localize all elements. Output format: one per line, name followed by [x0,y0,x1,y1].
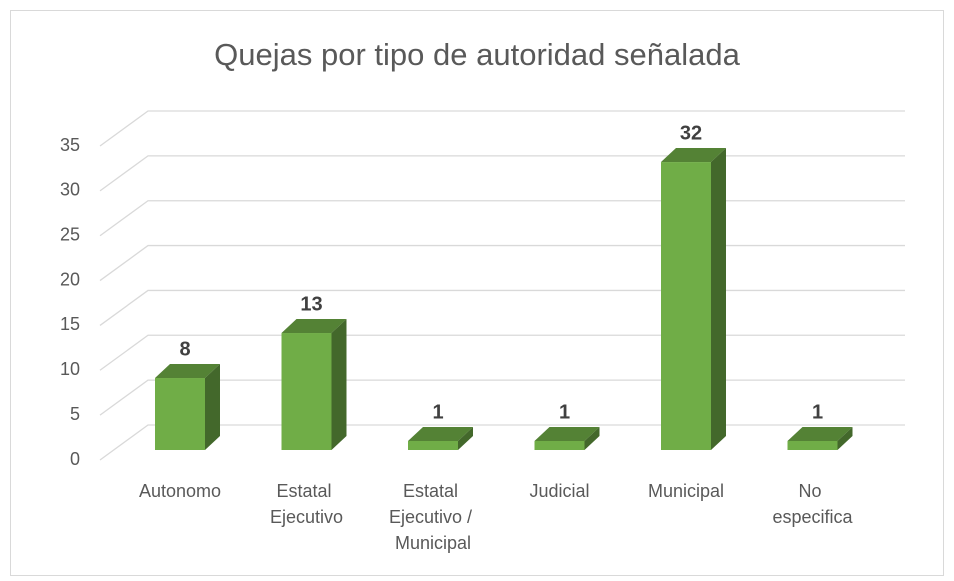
y-tick-label: 5 [70,404,80,424]
data-label: 13 [300,293,322,315]
bar-side [205,364,220,450]
grid-line [99,379,905,416]
bar-side [331,319,347,450]
bar-side [711,148,726,450]
y-tick-label: 35 [60,135,80,155]
x-tick-label: Judicial [529,481,589,501]
bar-top [534,427,600,442]
bar-top [281,319,347,334]
data-label: 1 [432,401,443,423]
y-tick-label: 25 [60,224,80,244]
bar-side [458,427,473,450]
data-label: 1 [559,401,570,423]
x-tick-label: Municipal [648,481,724,501]
x-tick-label: Autonomo [139,481,221,501]
x-tick-label: Estatal Ejecutivo [270,481,343,527]
data-label: 8 [179,338,190,360]
chart-frame [10,10,944,576]
bar-top [155,364,220,379]
grid-line [99,424,905,461]
bar-top [787,427,853,442]
data-label: 1 [812,401,823,423]
grid-line [99,334,905,371]
bar-front [408,441,458,450]
y-tick-label: 30 [60,180,80,200]
y-tick-label: 10 [60,359,80,379]
chart-title: Quejas por tipo de autoridad señalada [214,37,740,72]
bar-front [787,441,838,450]
grid-line [99,110,905,147]
bar-front [661,162,711,450]
bar-top [661,148,726,163]
bar-top [408,427,473,442]
data-label: 32 [680,122,702,144]
y-tick-label: 0 [70,449,80,469]
bar-front [281,333,332,450]
x-tick-label: No especifica [772,481,853,527]
grid-line [99,289,905,326]
bar-front [155,378,205,450]
x-tick-label: Estatal Ejecutivo / Municipal [389,481,477,553]
y-tick-label: 15 [60,314,80,334]
bar-side [837,427,853,450]
bar-front [534,441,585,450]
grid-line [99,200,905,237]
bar-side [584,427,600,450]
y-tick-label: 20 [60,269,80,289]
grid-line [99,244,905,282]
grid-line [99,155,905,192]
